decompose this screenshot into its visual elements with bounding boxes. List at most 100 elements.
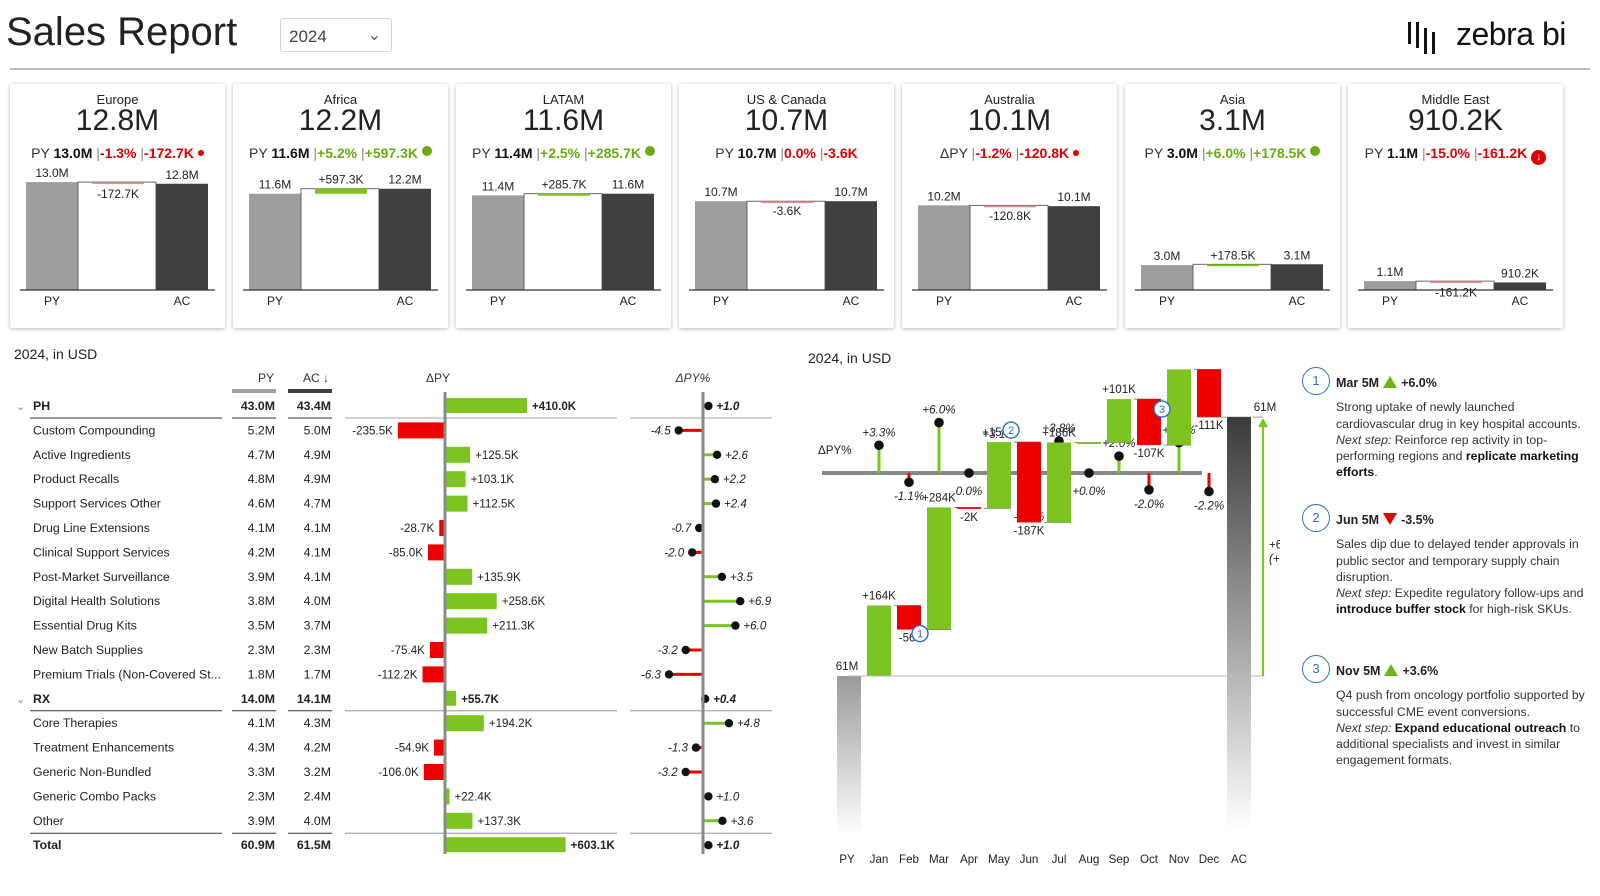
ac-bar-label: 910.2K (1501, 266, 1539, 280)
region-card[interactable]: US & Canada 10.7M PY 10.7M |0.0% |-3.6K 10.… (679, 84, 894, 328)
dpy-pct-label: +1.0 (716, 839, 739, 852)
annotation-number-badge[interactable]: 1 (1302, 367, 1330, 395)
region-card[interactable]: Asia 3.1M PY 3.0M |+6.0% |+178.5K 3.0M 3.1M +… (1125, 84, 1340, 328)
row-py-value: 4.1M (248, 716, 275, 730)
table-group-row[interactable]: ⌄ RX 14.0M 14.1M +55.7K +0.4 (16, 690, 737, 706)
table-row[interactable]: Drug Line Extensions 4.1M 4.1M -28.7K -0.7 (33, 520, 704, 536)
row-label: Drug Line Extensions (33, 521, 150, 535)
table-row[interactable]: Active Ingredients 4.7M 4.9M +125.5K +2.6 (33, 446, 748, 463)
table-group-row[interactable]: ⌄ PH 43.0M 43.4M +410.0K +1.0 (16, 398, 740, 413)
row-label: Generic Non-Bundled (33, 765, 151, 779)
dpy-pct-dot (704, 841, 713, 850)
ac-bar (1494, 282, 1546, 290)
table-row[interactable]: Premium Trials (Non-Covered St... 1.8M 1.7… (33, 666, 703, 683)
table-row[interactable]: Product Recalls 4.8M 4.9M +103.1K +2.2 (33, 471, 746, 488)
annotation-marker[interactable]: 2 (1002, 421, 1020, 439)
dpy-bar (439, 520, 445, 536)
separator: | (357, 145, 365, 161)
month-delta-label: -111K (1194, 419, 1223, 432)
table-row[interactable]: Clinical Support Services 4.2M 4.1M -85.0K -… (33, 544, 703, 561)
annotation-marker[interactable]: 1 (911, 624, 929, 643)
py-bar-label: 11.4M (482, 179, 514, 193)
separator: | (1469, 145, 1478, 161)
collapse-chevron-icon[interactable]: ⌄ (16, 401, 25, 413)
col-header-py[interactable]: PY (258, 371, 274, 385)
positive-indicator-icon (421, 146, 432, 156)
dpy-bar-label: +211.3K (492, 620, 535, 633)
month-delta-bar (1197, 369, 1221, 418)
annotation-block: 2 Jun 5M -3.5% Sales dip due to delayed ten… (1302, 504, 1586, 618)
table-row[interactable]: Generic Combo Packs 2.3M 2.4M +22.4K +1.0 (33, 788, 740, 805)
col-header-dpy-pct[interactable]: ΔPY% (675, 371, 711, 385)
row-ac-value: 4.3M (304, 716, 331, 730)
region-card[interactable]: Europe 12.8M PY 13.0M |-1.3% |-172.7K 13.0M… (10, 84, 225, 328)
table-row[interactable]: New Batch Supplies 2.3M 2.3M -75.4K -3.2 (33, 642, 703, 658)
table-row[interactable]: Digital Health Solutions 3.8M 4.0M +258.6K +… (33, 593, 772, 610)
separator: | (815, 145, 824, 161)
delta-bar-label: -120.8K (989, 209, 1031, 223)
pct-dot (1144, 485, 1154, 495)
card-py-label: PY (249, 145, 272, 161)
py-bar-label: 11.6M (259, 178, 291, 192)
col-header-dpy[interactable]: ΔPY (426, 371, 450, 385)
table-row[interactable]: Post-Market Surveillance 3.9M 4.1M +135.9K +… (33, 568, 753, 585)
dpy-pct-dot (681, 645, 690, 655)
py-bar-label: 13.0M (35, 166, 68, 180)
table-row[interactable]: Essential Drug Kits 3.5M 3.7M +211.3K +6.0 (33, 617, 767, 634)
row-label: Essential Drug Kits (33, 619, 137, 633)
table-row[interactable]: Support Services Other 4.6M 4.7M +112.5K +2.… (33, 495, 747, 512)
x-axis-label: Jun (1020, 853, 1039, 866)
table-total-row[interactable]: Total 60.9M 61.5M +603.1K +1.0 (33, 837, 740, 853)
py-axis-label: PY (936, 294, 952, 308)
collapse-chevron-icon[interactable]: ⌄ (16, 694, 25, 706)
ac-bar (1271, 264, 1323, 290)
ac-bar-label: 12.2M (388, 173, 421, 187)
region-card[interactable]: LATAM 11.6M PY 11.4M |+2.5% |+285.7K 11.4M 1… (456, 84, 671, 328)
card-kpi-line: PY 10.7M |0.0% |-3.6K (679, 145, 894, 161)
table-row[interactable]: Custom Compounding 5.2M 5.0M -235.5K -4.5 (33, 422, 703, 439)
dpy-pct-dot (712, 450, 722, 459)
region-card[interactable]: Middle East 910.2K PY 1.1M |-15.0% |-161.2… (1348, 84, 1563, 328)
table-row[interactable]: Treatment Enhancements 4.3M 4.2M -54.9K -1.3 (33, 739, 703, 756)
card-py-label: ΔPY (939, 145, 972, 161)
annotation-number-badge[interactable]: 2 (1302, 504, 1330, 532)
card-abs-delta: +285.7K (587, 145, 641, 161)
region-card[interactable]: Australia 10.1M ΔPY |-1.2% |-120.8K 10.2M 10… (902, 84, 1117, 328)
py-bar (1141, 265, 1193, 290)
card-ac-value: 11.6M (522, 104, 605, 137)
row-ac-value: 4.7M (304, 497, 331, 511)
next-step-emphasis: replicate marketing efforts (1336, 449, 1579, 480)
dpy-bar (445, 568, 473, 585)
py-total-label: 61M (836, 660, 859, 673)
ac-axis-label: AC (1512, 294, 1529, 308)
dpy-bar-label: +137.3K (477, 815, 521, 828)
month-delta-label: -2K (960, 511, 978, 524)
month-delta-bar (1047, 442, 1071, 523)
row-ac-value: 5.0M (304, 423, 331, 437)
pct-dot (904, 477, 914, 488)
card-py-label: PY (715, 145, 738, 161)
annotation-marker[interactable]: 3 (1153, 400, 1171, 418)
py-bar (1364, 281, 1416, 290)
dpy-bar-label: +125.5K (475, 449, 519, 462)
dpy-bar-label: -235.5K (352, 424, 393, 437)
annotation-number-badge[interactable]: 3 (1302, 655, 1330, 683)
region-card[interactable]: Africa 12.2M PY 11.6M |+5.2% |+597.3K 11.6M… (233, 84, 448, 328)
table-row[interactable]: Other 3.9M 4.0M +137.3K +3.6 (33, 812, 754, 829)
next-step-label: Next step: (1336, 720, 1392, 735)
py-bar (472, 195, 524, 290)
row-py-value: 1.8M (248, 667, 275, 681)
pct-label: +0.0% (1072, 485, 1105, 498)
table-row[interactable]: Generic Non-Bundled 3.3M 3.2M -106.0K -3.2 (33, 764, 703, 780)
delta-bar-label: -161.2K (1435, 285, 1477, 299)
card-region-name: Middle East (1421, 92, 1490, 107)
year-dropdown[interactable]: 2024 ⌄ (280, 18, 392, 52)
table-row[interactable]: Core Therapies 4.1M 4.3M +194.2K +4.8 (33, 715, 760, 732)
pct-dot (934, 417, 944, 428)
card-pct-delta: +6.0% (1205, 145, 1246, 161)
row-py-value: 14.0M (241, 692, 275, 706)
next-step-label: Next step: (1336, 432, 1392, 447)
dpy-pct-label: +3.5 (730, 571, 753, 584)
col-header-ac[interactable]: AC ↓ (303, 371, 329, 385)
dpy-bar (445, 446, 471, 463)
